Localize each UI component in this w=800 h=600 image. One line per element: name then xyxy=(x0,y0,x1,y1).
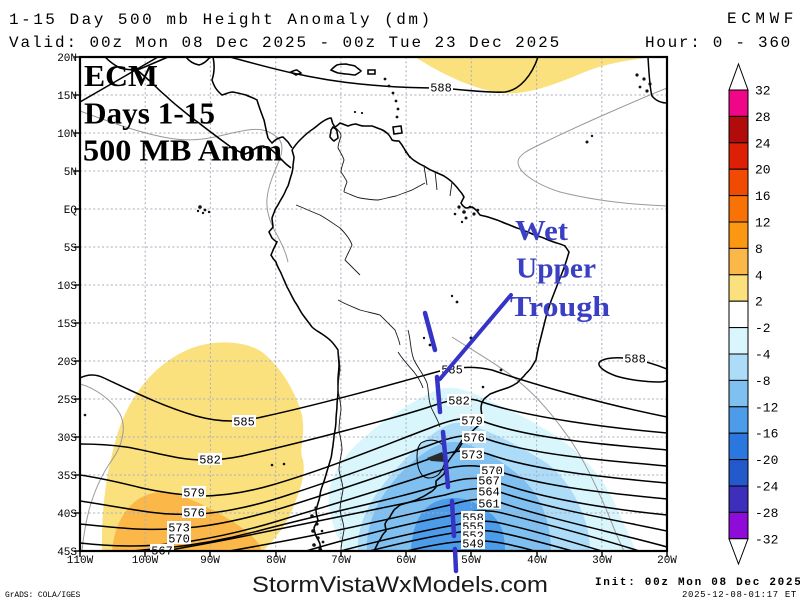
svg-text:585: 585 xyxy=(233,416,255,430)
svg-text:-2: -2 xyxy=(755,321,771,336)
svg-text:15S: 15S xyxy=(57,319,77,331)
svg-text:579: 579 xyxy=(183,487,205,501)
svg-text:2025-12-08-01:17 ET: 2025-12-08-01:17 ET xyxy=(682,590,797,600)
svg-text:70W: 70W xyxy=(331,555,351,567)
svg-text:16: 16 xyxy=(755,189,771,204)
svg-text:573: 573 xyxy=(461,449,483,463)
svg-text:60W: 60W xyxy=(396,555,416,567)
svg-text:50W: 50W xyxy=(461,555,481,567)
svg-text:579: 579 xyxy=(461,415,483,429)
svg-text:576: 576 xyxy=(183,507,205,521)
svg-text:-16: -16 xyxy=(755,427,778,442)
svg-text:ECMWF: ECMWF xyxy=(727,10,798,28)
svg-text:582: 582 xyxy=(199,454,221,468)
svg-text:28: 28 xyxy=(755,110,771,125)
svg-text:561: 561 xyxy=(478,498,500,512)
svg-text:8: 8 xyxy=(755,242,763,257)
svg-text:24: 24 xyxy=(755,136,771,151)
svg-text:582: 582 xyxy=(448,395,470,409)
svg-text:100W: 100W xyxy=(132,555,159,567)
svg-text:32: 32 xyxy=(755,84,771,99)
svg-text:15N: 15N xyxy=(57,91,77,103)
svg-text:549: 549 xyxy=(462,538,484,552)
svg-text:5S: 5S xyxy=(64,243,78,255)
svg-text:588: 588 xyxy=(624,353,646,367)
svg-text:-12: -12 xyxy=(755,400,778,415)
svg-text:Upper: Upper xyxy=(516,253,596,285)
svg-text:564: 564 xyxy=(478,486,500,500)
svg-text:StormVistaWxModels.com: StormVistaWxModels.com xyxy=(252,572,548,597)
svg-text:12: 12 xyxy=(755,216,771,231)
svg-text:Wet: Wet xyxy=(515,215,568,247)
svg-text:40W: 40W xyxy=(527,555,547,567)
svg-text:20N: 20N xyxy=(57,53,77,65)
svg-text:EQ: EQ xyxy=(64,205,78,217)
svg-text:45S: 45S xyxy=(57,547,77,559)
svg-text:588: 588 xyxy=(430,82,452,96)
svg-text:570: 570 xyxy=(168,533,190,547)
svg-text:10N: 10N xyxy=(57,129,77,141)
svg-text:40S: 40S xyxy=(57,509,77,521)
svg-text:-24: -24 xyxy=(755,480,779,495)
svg-text:20S: 20S xyxy=(57,357,77,369)
svg-text:-4: -4 xyxy=(755,348,771,363)
svg-text:500 MB Anom: 500 MB Anom xyxy=(83,133,282,168)
svg-text:4: 4 xyxy=(755,268,763,283)
svg-text:30S: 30S xyxy=(57,433,77,445)
svg-text:30W: 30W xyxy=(592,555,612,567)
svg-text:25S: 25S xyxy=(57,395,77,407)
svg-text:35S: 35S xyxy=(57,471,77,483)
svg-text:Valid: 00z Mon 08 Dec 2025 - 0: Valid: 00z Mon 08 Dec 2025 - 00z Tue 23 … xyxy=(9,34,561,52)
svg-text:2: 2 xyxy=(755,295,763,310)
svg-text:90W: 90W xyxy=(200,555,220,567)
svg-text:20: 20 xyxy=(755,163,771,178)
svg-text:576: 576 xyxy=(463,432,485,446)
svg-text:-32: -32 xyxy=(755,532,778,547)
svg-text:20W: 20W xyxy=(657,555,677,567)
svg-text:-28: -28 xyxy=(755,506,778,521)
svg-text:-20: -20 xyxy=(755,453,778,468)
svg-text:Hour: 0 - 360: Hour: 0 - 360 xyxy=(645,34,792,52)
svg-text:-8: -8 xyxy=(755,374,771,389)
svg-text:5N: 5N xyxy=(64,167,77,179)
svg-text:GrADS: COLA/IGES: GrADS: COLA/IGES xyxy=(5,591,81,600)
svg-text:1-15 Day 500 mb Height Anomaly: 1-15 Day 500 mb Height Anomaly (dm) xyxy=(9,11,433,29)
svg-text:10S: 10S xyxy=(57,281,77,293)
svg-text:110W: 110W xyxy=(67,555,94,567)
svg-text:ECM: ECM xyxy=(84,58,158,93)
svg-text:Init: 00z Mon 08 Dec 2025: Init: 00z Mon 08 Dec 2025 xyxy=(595,577,800,589)
svg-text:80W: 80W xyxy=(266,555,286,567)
svg-text:Days 1-15: Days 1-15 xyxy=(84,96,215,131)
svg-text:Trough: Trough xyxy=(510,291,610,323)
